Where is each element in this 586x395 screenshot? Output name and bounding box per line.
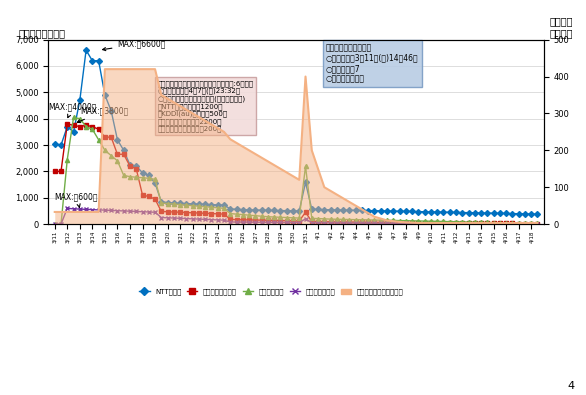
Text: MAX:約3800局: MAX:約3800局 <box>77 106 128 122</box>
Text: 停電戸数
【万戸】: 停電戸数 【万戸】 <box>550 16 574 38</box>
NTTドコモ <box>51 141 58 146</box>
Legend: NTTドコモ, ＫＤＤＩ（ａｕ）, ソフトバンク, イー・モバイル, 東北電力管内の停電戸数: NTTドコモ, ＫＤＤＩ（ａｕ）, ソフトバンク, イー・モバイル, 東北電力管… <box>137 286 406 298</box>
Text: 『東日本大震災本震』
○発生日時：3月11日(金)14：46頃
○最大震度：7
○震源地：三陸沖: 『東日本大震災本震』 ○発生日時：3月11日(金)14：46頃 ○最大震度：7 … <box>326 43 418 83</box>
KDDI（au） <box>139 193 146 198</box>
ソフトバンク <box>51 222 58 226</box>
イー・モバイル <box>139 209 146 214</box>
Line: NTTドコモ: NTTドコモ <box>53 48 540 216</box>
ソフトバンク <box>70 115 77 120</box>
Text: MAX:約6600局: MAX:約6600局 <box>103 39 166 51</box>
NTTドコモ <box>139 170 146 175</box>
KDDI（au） <box>214 211 222 216</box>
KDDI（au） <box>403 220 410 225</box>
KDDI（au） <box>64 122 71 126</box>
Line: イー・モバイル: イー・モバイル <box>53 206 540 226</box>
イー・モバイル <box>89 207 96 212</box>
KDDI（au） <box>264 218 271 223</box>
イー・モバイル <box>64 206 71 211</box>
Text: MAX:約600局: MAX:約600局 <box>54 192 98 207</box>
NTTドコモ <box>264 208 271 213</box>
NTTドコモ <box>214 203 222 207</box>
NTTドコモ <box>83 48 90 53</box>
NTTドコモ <box>302 180 309 185</box>
イー・モバイル <box>403 221 410 226</box>
NTTドコモ <box>534 212 541 216</box>
Line: KDDI（au）: KDDI（au） <box>53 122 540 226</box>
ソフトバンク <box>214 205 222 210</box>
NTTドコモ <box>89 58 96 63</box>
イー・モバイル <box>214 218 222 222</box>
KDDI（au） <box>51 169 58 174</box>
KDDI（au） <box>89 124 96 129</box>
イー・モバイル <box>264 220 271 225</box>
ソフトバンク <box>534 221 541 226</box>
ソフトバンク <box>139 175 146 180</box>
Text: 『宮城県沖を震源とする余震（最大震度:6強）』
○発生日時　：4月7日(木)23:32頃
○この地震による被害最大値(停波基地局数)
　NTTコモ	：	約120: 『宮城県沖を震源とする余震（最大震度:6強）』 ○発生日時 ：4月7日(木)23… <box>158 80 254 132</box>
ソフトバンク <box>264 214 271 219</box>
ソフトバンク <box>89 127 96 132</box>
KDDI（au） <box>534 221 541 226</box>
ソフトバンク <box>403 218 410 223</box>
イー・モバイル <box>51 222 58 226</box>
Line: ソフトバンク: ソフトバンク <box>53 115 540 226</box>
NTTドコモ <box>403 209 410 214</box>
イー・モバイル <box>534 222 541 226</box>
イー・モバイル <box>302 216 309 221</box>
ソフトバンク <box>302 164 309 169</box>
Text: 【停波基地局数】: 【停波基地局数】 <box>19 28 66 38</box>
Text: 4: 4 <box>567 381 574 391</box>
Text: MAX:約4000局: MAX:約4000局 <box>49 102 97 118</box>
KDDI（au） <box>302 210 309 214</box>
